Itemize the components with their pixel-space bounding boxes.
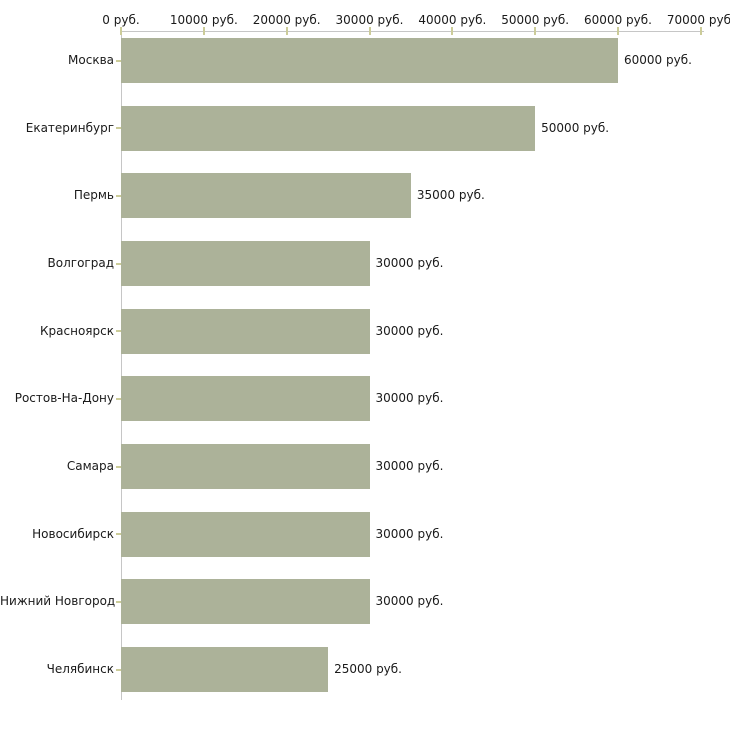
x-axis-tick [202, 27, 205, 35]
bar [121, 579, 370, 625]
bar [121, 647, 329, 692]
y-axis-tick [116, 397, 121, 400]
bar [121, 173, 411, 219]
bar-value-label: 30000 руб. [375, 526, 444, 541]
category-label: Екатеринбург [25, 120, 114, 135]
x-axis-tick-label: 20000 руб. [252, 13, 321, 27]
y-axis-tick [116, 59, 121, 62]
bar [121, 38, 618, 83]
bar [121, 376, 370, 422]
bar-value-label: 30000 руб. [375, 459, 444, 473]
category-label: Волгоград [47, 256, 114, 270]
bar-value-label: 35000 руб. [416, 188, 485, 203]
x-axis-tick [368, 27, 371, 35]
category-label: Красноярск [40, 323, 114, 338]
y-axis-tick [116, 465, 121, 468]
x-axis-tick-label: 0 руб. [102, 13, 140, 27]
category-label: Москва [68, 53, 114, 67]
bar-value-label: 30000 руб. [375, 391, 444, 406]
bar-value-label: 30000 руб. [375, 256, 444, 270]
x-axis-tick [617, 27, 619, 35]
category-label: Новосибирск [32, 526, 114, 541]
x-axis-tick-label: 60000 руб. [584, 13, 652, 27]
x-axis-tick-label: 70000 руб. [666, 13, 730, 27]
x-axis-tick [120, 27, 122, 35]
category-label: Нижний Новгород [0, 594, 116, 609]
bar-value-label: 30000 руб. [375, 594, 444, 609]
y-axis-tick [116, 262, 121, 265]
x-axis-tick-label: 30000 руб. [335, 13, 404, 27]
y-axis-tick [116, 127, 121, 130]
bar [121, 511, 370, 557]
bar [121, 241, 370, 286]
x-axis-tick [451, 27, 454, 35]
bar-value-label: 50000 руб. [541, 120, 610, 135]
y-axis-tick [116, 194, 121, 197]
x-axis-tick-label: 50000 руб. [501, 13, 570, 27]
bar [121, 444, 370, 489]
x-axis-tick [534, 27, 537, 35]
bar-value-label: 30000 руб. [375, 323, 444, 338]
category-label: Челябинск [46, 662, 114, 676]
bar-value-label: 60000 руб. [624, 53, 692, 67]
bar [121, 105, 536, 151]
y-axis-tick [116, 668, 121, 671]
x-axis-tick-label: 40000 руб. [418, 13, 487, 27]
bar [121, 308, 370, 354]
category-label: Самара [66, 459, 114, 473]
bar-value-label: 25000 руб. [334, 662, 402, 676]
y-axis-tick [116, 533, 121, 536]
category-label: Пермь [73, 188, 114, 203]
category-label: Ростов-На-Дону [14, 391, 114, 406]
x-axis-tick-label: 10000 руб. [169, 13, 238, 27]
y-axis-tick [116, 330, 121, 333]
y-axis-tick [116, 600, 121, 603]
x-axis-line [121, 31, 704, 32]
x-axis-tick [699, 27, 702, 35]
y-axis-line [121, 31, 122, 700]
x-axis-tick [285, 27, 288, 35]
